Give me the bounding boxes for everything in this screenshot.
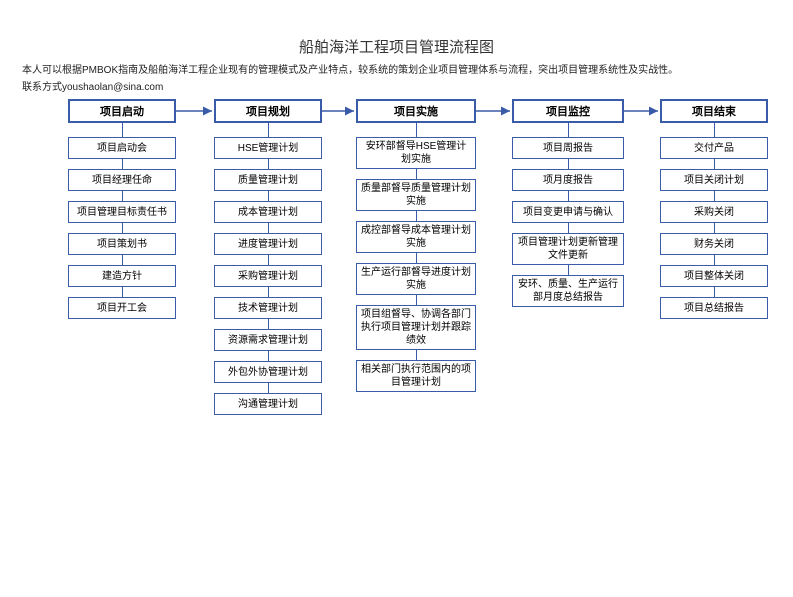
column-0: 项目启动项目启动会项目经理任命项目管理目标责任书项目策划书建造方针项目开工会 [68,99,176,319]
connector-line [268,319,269,329]
connector-line [568,223,569,233]
page-title: 船舶海洋工程项目管理流程图 [0,36,793,57]
flow-item: 项目管理计划更新管理文件更新 [512,233,624,265]
connector-line [268,191,269,201]
subtitle-text: 本人可以根据PMBOK指南及船舶海洋工程企业现有的管理模式及产业特点，较系统的策… [22,63,793,78]
flow-item: 项目策划书 [68,233,176,255]
flow-item: 项月度报告 [512,169,624,191]
flow-item: 资源需求管理计划 [214,329,322,351]
flow-item: 项目关闭计划 [660,169,768,191]
connector-line [268,351,269,361]
connector-line [416,169,417,179]
connector-line [714,223,715,233]
flow-item: 安环部督导HSE管理计划实施 [356,137,476,169]
flow-item: 项目变更申请与确认 [512,201,624,223]
connector-line [122,255,123,265]
connector-line [714,191,715,201]
connector-line [268,287,269,297]
flow-item: 建造方针 [68,265,176,287]
flow-item: 项目整体关闭 [660,265,768,287]
flow-item: HSE管理计划 [214,137,322,159]
flow-item: 项目组督导、协调各部门执行项目管理计划并跟踪绩效 [356,305,476,350]
connector-line [568,159,569,169]
flow-item: 采购关闭 [660,201,768,223]
connector-line [268,255,269,265]
flow-item: 沟通管理计划 [214,393,322,415]
connector-line [268,123,269,137]
phase-header: 项目规划 [214,99,322,123]
connector-line [122,287,123,297]
connector-line [714,287,715,297]
column-4: 项目结束交付产品项目关闭计划采购关闭财务关闭项目整体关闭项目总结报告 [660,99,768,319]
connector-line [568,123,569,137]
connector-line [416,350,417,360]
phase-header: 项目启动 [68,99,176,123]
connector-line [122,159,123,169]
flow-item: 技术管理计划 [214,297,322,319]
connector-line [416,253,417,263]
flow-item: 质量部督导质量管理计划实施 [356,179,476,211]
flow-item: 质量管理计划 [214,169,322,191]
column-3: 项目监控项目周报告项月度报告项目变更申请与确认项目管理计划更新管理文件更新安环、… [512,99,624,307]
connector-line [268,159,269,169]
flow-item: 安环、质量、生产运行部月度总结报告 [512,275,624,307]
flow-item: 成本管理计划 [214,201,322,223]
flow-item: 采购管理计划 [214,265,322,287]
connector-line [416,295,417,305]
connector-line [714,123,715,137]
flow-item: 财务关闭 [660,233,768,255]
flow-item: 成控部督导成本管理计划实施 [356,221,476,253]
connector-line [122,191,123,201]
connector-line [268,383,269,393]
flow-item: 项目开工会 [68,297,176,319]
flow-item: 项目经理任命 [68,169,176,191]
flowchart-diagram: 项目启动项目启动会项目经理任命项目管理目标责任书项目策划书建造方针项目开工会项目… [0,99,793,559]
connector-line [568,265,569,275]
flow-item: 项目启动会 [68,137,176,159]
contact-text: 联系方式youshaolan@sina.com [22,78,793,93]
connector-line [416,123,417,137]
connector-line [268,223,269,233]
flow-item: 外包外协管理计划 [214,361,322,383]
flow-item: 项目周报告 [512,137,624,159]
flow-item: 相关部门执行范围内的项目管理计划 [356,360,476,392]
connector-line [416,211,417,221]
column-1: 项目规划 HSE管理计划质量管理计划成本管理计划进度管理计划采购管理计划技术管理计… [214,99,322,415]
flow-item: 生产运行部督导进度计划实施 [356,263,476,295]
connector-line [122,123,123,137]
phase-header: 项目实施 [356,99,476,123]
connector-line [714,159,715,169]
flow-item: 项目管理目标责任书 [68,201,176,223]
flow-item: 进度管理计划 [214,233,322,255]
phase-header: 项目结束 [660,99,768,123]
flow-item: 项目总结报告 [660,297,768,319]
connector-line [568,191,569,201]
flow-item: 交付产品 [660,137,768,159]
connector-line [714,255,715,265]
connector-line [122,223,123,233]
column-2: 项目实施安环部督导HSE管理计划实施质量部督导质量管理计划实施成控部督导成本管理… [356,99,476,392]
phase-header: 项目监控 [512,99,624,123]
